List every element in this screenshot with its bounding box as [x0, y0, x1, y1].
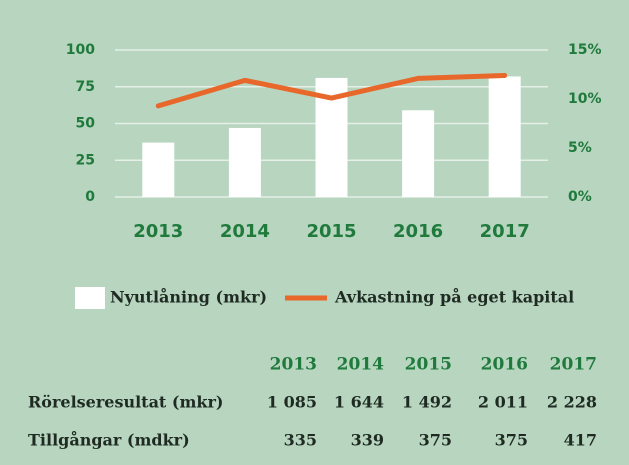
table-cell: 2 011 — [478, 393, 528, 412]
x-tick-label: 2015 — [306, 221, 356, 242]
x-tick-label: 2014 — [220, 221, 270, 242]
legend-label: Nyutlåning (mkr) — [110, 287, 267, 307]
y2-tick-label: 15% — [568, 42, 602, 58]
table-header: 2016 — [481, 355, 528, 375]
x-tick-label: 2013 — [133, 221, 183, 242]
y2-tick-label: 5% — [568, 140, 592, 156]
table-cell: 1 085 — [267, 393, 317, 412]
legend-label: Avkastning på eget kapital — [334, 287, 574, 307]
bar — [488, 76, 521, 197]
row-label: Rörelseresultat (mkr) — [28, 393, 223, 412]
table-cell: 417 — [564, 431, 597, 450]
table-cell: 1 644 — [334, 393, 384, 412]
y-tick-label: 25 — [76, 152, 95, 168]
table-cell: 1 492 — [402, 393, 452, 412]
y2-tick-label: 0% — [568, 189, 592, 205]
x-tick-label: 2017 — [480, 221, 530, 242]
y-tick-label: 50 — [76, 116, 96, 132]
bar — [402, 110, 435, 197]
table-cell: 335 — [284, 431, 317, 450]
table-header: 2013 — [270, 355, 317, 375]
bar — [228, 127, 261, 197]
table-cell: 339 — [351, 431, 384, 450]
line — [155, 72, 508, 109]
y-tick-label: 0 — [85, 189, 95, 205]
table-header: 2017 — [550, 355, 597, 375]
y-tick-label: 100 — [66, 42, 95, 58]
y-tick-label: 75 — [76, 79, 95, 95]
y2-tick-label: 10% — [568, 91, 602, 107]
table-cell: 375 — [495, 431, 528, 450]
table-cell: 2 228 — [547, 393, 597, 412]
row-label: Tillgångar (mdkr) — [28, 430, 190, 450]
table-header: 2014 — [337, 355, 384, 375]
bar — [142, 142, 175, 197]
legend-swatch — [75, 287, 105, 309]
table-cell: 375 — [419, 431, 452, 450]
x-tick-label: 2016 — [393, 221, 443, 242]
table-header: 2015 — [405, 355, 452, 375]
